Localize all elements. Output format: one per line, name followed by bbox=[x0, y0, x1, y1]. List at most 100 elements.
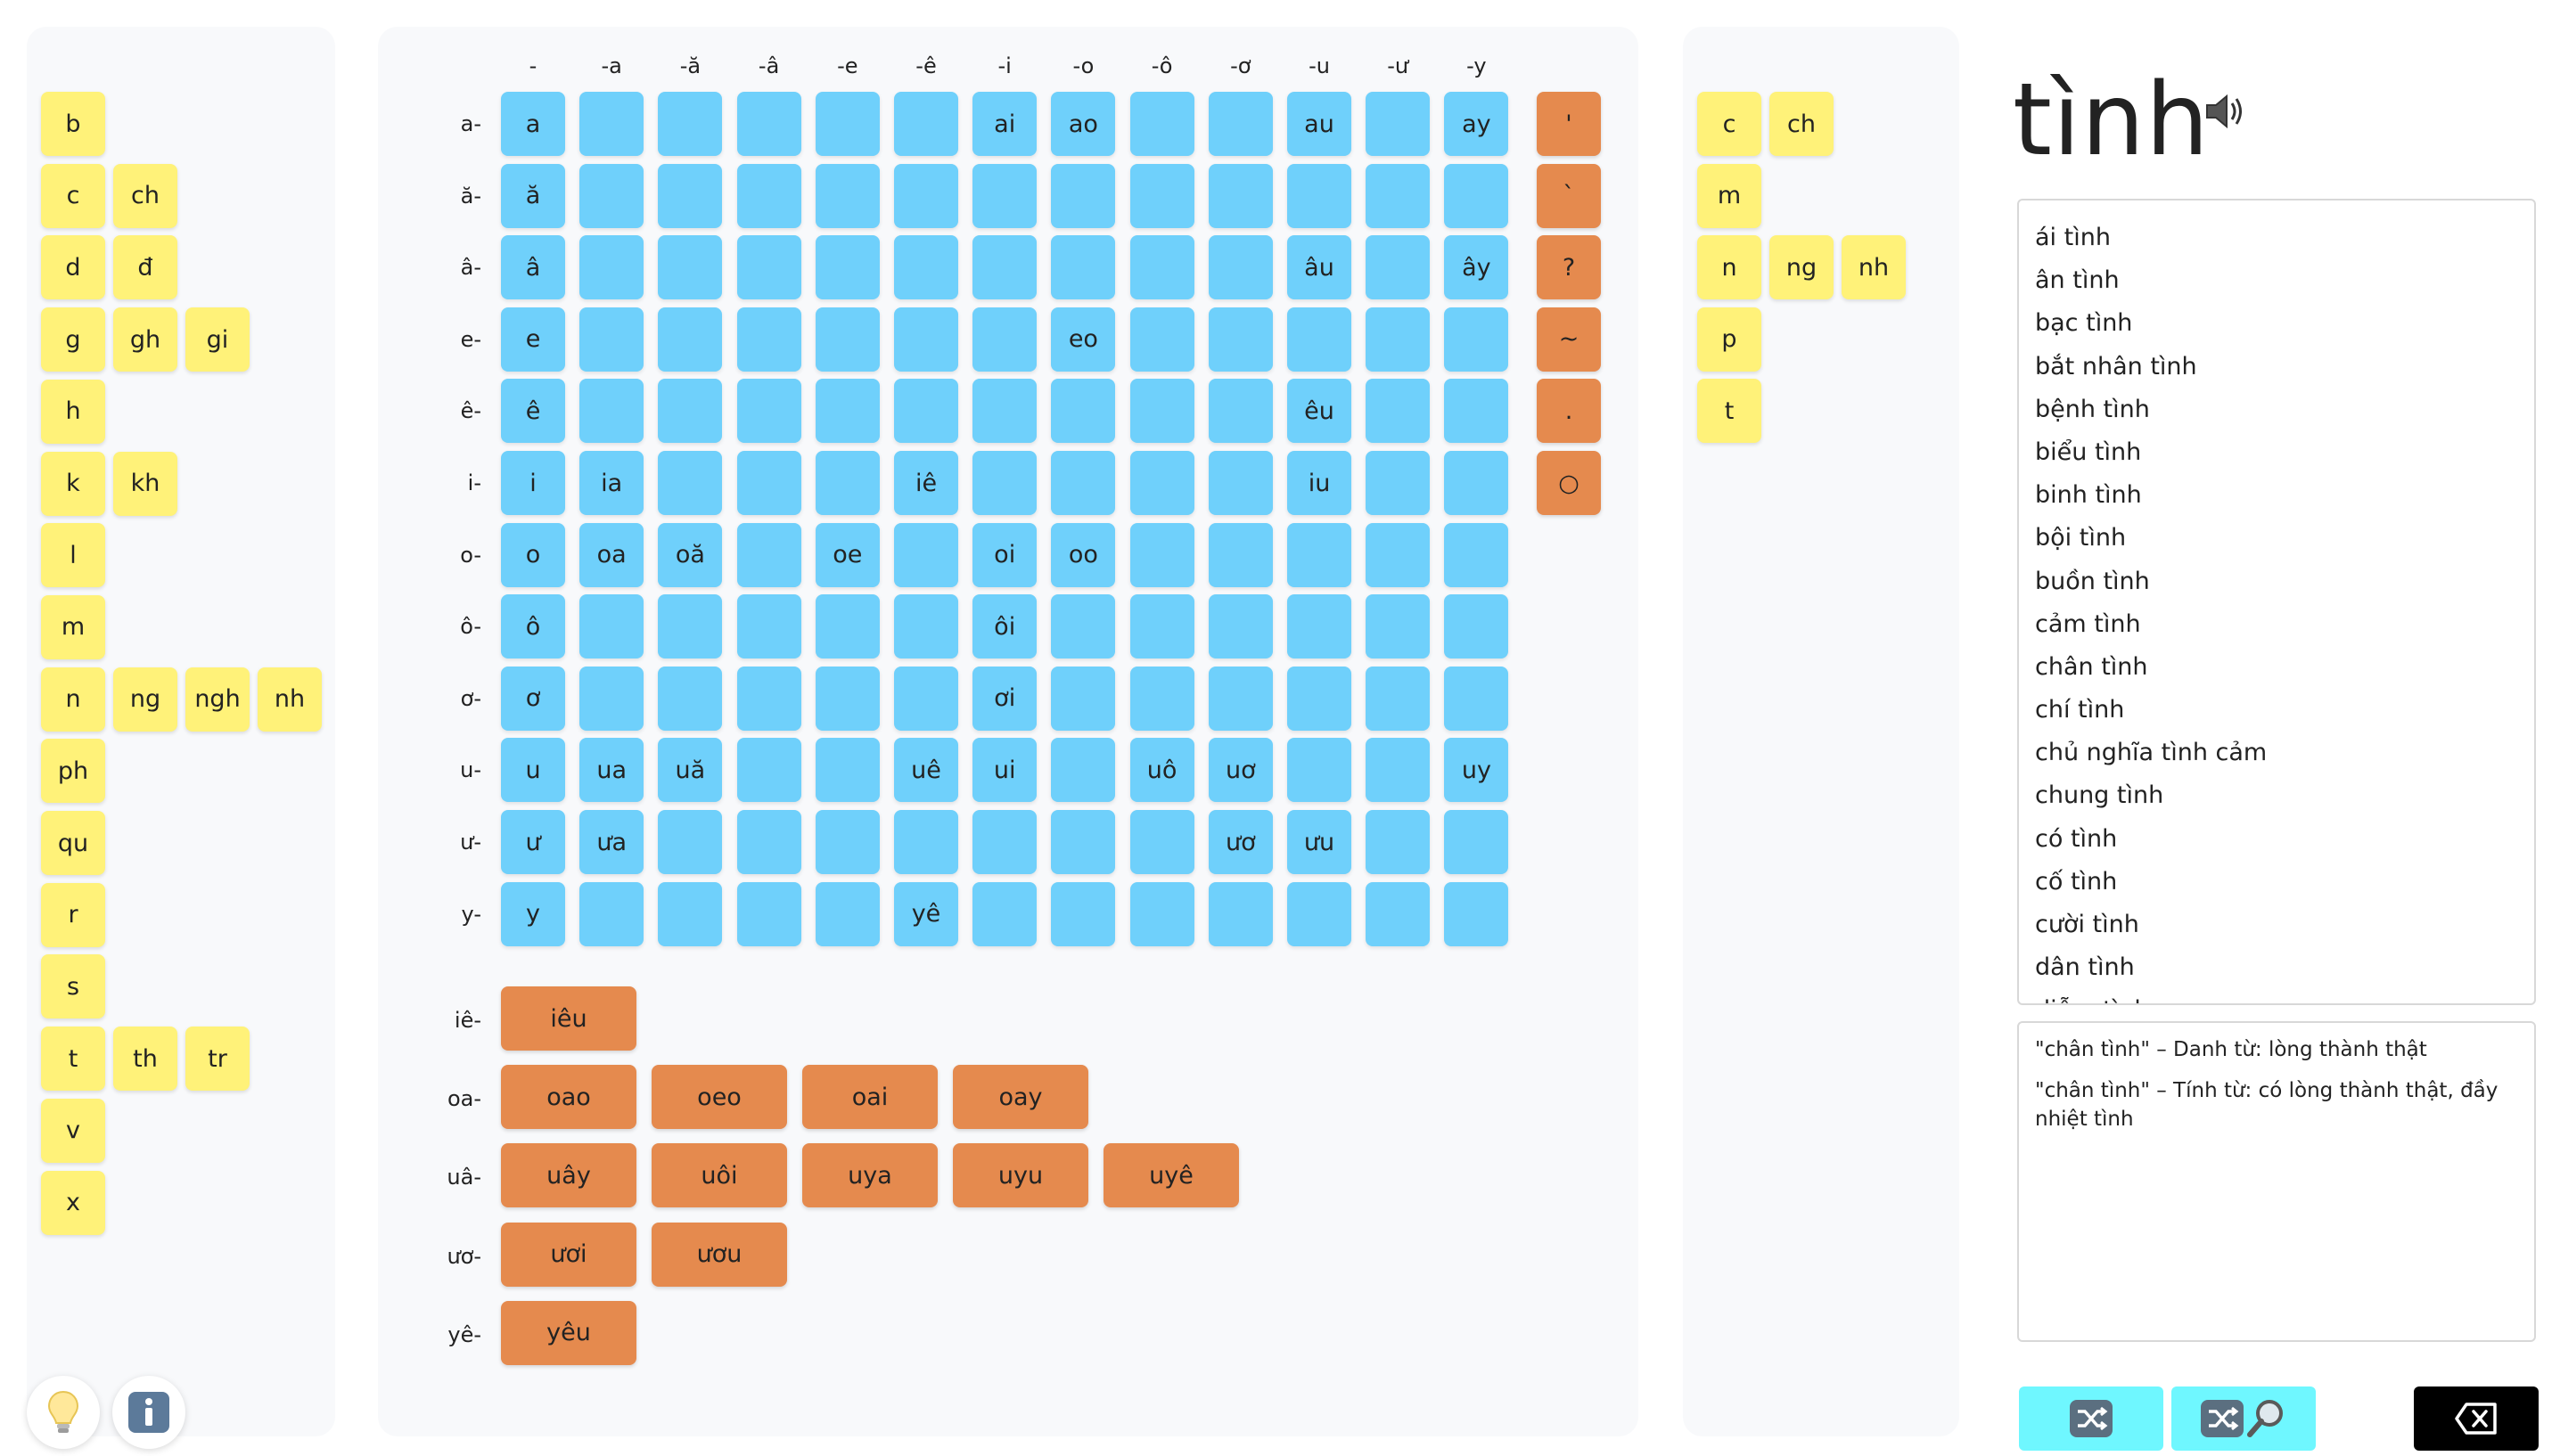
vowel-key[interactable]: ây bbox=[1444, 235, 1509, 300]
vowel-key[interactable]: ia bbox=[579, 451, 644, 515]
triphthong-key[interactable]: uya bbox=[802, 1143, 938, 1208]
empty-vowel-key[interactable] bbox=[658, 163, 723, 228]
empty-vowel-key[interactable] bbox=[1366, 594, 1431, 659]
empty-vowel-key[interactable] bbox=[1366, 881, 1431, 946]
final-key[interactable]: m bbox=[1697, 163, 1761, 228]
triphthong-key[interactable]: yêu bbox=[501, 1300, 636, 1365]
vowel-key[interactable]: oa bbox=[579, 522, 644, 587]
empty-vowel-key[interactable] bbox=[1129, 522, 1194, 587]
empty-vowel-key[interactable] bbox=[736, 810, 801, 874]
empty-vowel-key[interactable] bbox=[1208, 92, 1273, 156]
word-list-item[interactable]: biểu tình bbox=[2035, 438, 2142, 466]
empty-vowel-key[interactable] bbox=[658, 451, 723, 515]
empty-vowel-key[interactable] bbox=[1208, 235, 1273, 300]
empty-vowel-key[interactable] bbox=[1287, 307, 1351, 372]
vowel-key[interactable]: ưa bbox=[579, 810, 644, 874]
initial-key[interactable]: m bbox=[41, 594, 105, 659]
empty-vowel-key[interactable] bbox=[972, 307, 1038, 372]
empty-vowel-key[interactable] bbox=[579, 666, 644, 731]
empty-vowel-key[interactable] bbox=[1051, 666, 1116, 731]
vowel-key[interactable]: ê bbox=[501, 379, 565, 444]
vowel-key[interactable]: oo bbox=[1051, 522, 1116, 587]
empty-vowel-key[interactable] bbox=[658, 92, 723, 156]
empty-vowel-key[interactable] bbox=[972, 379, 1038, 444]
empty-vowel-key[interactable] bbox=[579, 881, 644, 946]
empty-vowel-key[interactable] bbox=[658, 594, 723, 659]
empty-vowel-key[interactable] bbox=[1287, 666, 1351, 731]
initial-key[interactable]: ph bbox=[41, 739, 105, 804]
empty-vowel-key[interactable] bbox=[1444, 881, 1509, 946]
final-key[interactable]: t bbox=[1697, 379, 1761, 444]
word-list-item[interactable]: buồn tình bbox=[2035, 567, 2150, 595]
word-list-item[interactable]: ân tình bbox=[2035, 266, 2120, 295]
word-list-item[interactable]: chân tình bbox=[2035, 652, 2148, 681]
empty-vowel-key[interactable] bbox=[1366, 92, 1431, 156]
final-key[interactable]: nh bbox=[1842, 235, 1906, 300]
empty-vowel-key[interactable] bbox=[1129, 666, 1194, 731]
empty-vowel-key[interactable] bbox=[1366, 738, 1431, 803]
empty-vowel-key[interactable] bbox=[1444, 522, 1509, 587]
empty-vowel-key[interactable] bbox=[736, 235, 801, 300]
empty-vowel-key[interactable] bbox=[815, 235, 880, 300]
empty-vowel-key[interactable] bbox=[894, 235, 958, 300]
word-list-item[interactable]: có tình bbox=[2035, 824, 2118, 853]
empty-vowel-key[interactable] bbox=[1287, 522, 1351, 587]
empty-vowel-key[interactable] bbox=[1129, 307, 1194, 372]
empty-vowel-key[interactable] bbox=[579, 307, 644, 372]
empty-vowel-key[interactable] bbox=[579, 379, 644, 444]
initial-key[interactable]: n bbox=[41, 667, 105, 732]
vowel-key[interactable]: ươ bbox=[1208, 810, 1273, 874]
empty-vowel-key[interactable] bbox=[972, 881, 1038, 946]
initial-key[interactable]: đ bbox=[113, 235, 177, 300]
word-list-item[interactable]: bạc tình bbox=[2035, 309, 2133, 338]
empty-vowel-key[interactable] bbox=[972, 451, 1038, 515]
empty-vowel-key[interactable] bbox=[579, 92, 644, 156]
tone-key[interactable]: ○ bbox=[1537, 451, 1601, 515]
empty-vowel-key[interactable] bbox=[894, 594, 958, 659]
empty-vowel-key[interactable] bbox=[1287, 881, 1351, 946]
empty-vowel-key[interactable] bbox=[579, 594, 644, 659]
word-list-item[interactable]: bệnh tình bbox=[2035, 395, 2150, 423]
initial-key[interactable]: h bbox=[41, 379, 105, 444]
empty-vowel-key[interactable] bbox=[1208, 522, 1273, 587]
empty-vowel-key[interactable] bbox=[1444, 810, 1509, 874]
empty-vowel-key[interactable] bbox=[1129, 163, 1194, 228]
empty-vowel-key[interactable] bbox=[658, 881, 723, 946]
empty-vowel-key[interactable] bbox=[736, 451, 801, 515]
empty-vowel-key[interactable] bbox=[1287, 163, 1351, 228]
tone-key[interactable]: . bbox=[1537, 379, 1601, 444]
vowel-key[interactable]: ôi bbox=[972, 594, 1038, 659]
initial-key[interactable]: l bbox=[41, 523, 105, 588]
hint-button[interactable] bbox=[27, 1376, 100, 1449]
empty-vowel-key[interactable] bbox=[736, 594, 801, 659]
empty-vowel-key[interactable] bbox=[736, 666, 801, 731]
empty-vowel-key[interactable] bbox=[894, 92, 958, 156]
empty-vowel-key[interactable] bbox=[658, 666, 723, 731]
empty-vowel-key[interactable] bbox=[658, 307, 723, 372]
tone-key[interactable]: ~ bbox=[1537, 307, 1601, 372]
triphthong-key[interactable]: ươu bbox=[652, 1222, 787, 1287]
empty-vowel-key[interactable] bbox=[1444, 163, 1509, 228]
empty-vowel-key[interactable] bbox=[1444, 594, 1509, 659]
speaker-icon[interactable] bbox=[2202, 89, 2250, 134]
word-list-item[interactable]: cố tình bbox=[2035, 867, 2118, 896]
empty-vowel-key[interactable] bbox=[972, 810, 1038, 874]
empty-vowel-key[interactable] bbox=[658, 810, 723, 874]
vowel-key[interactable]: êu bbox=[1287, 379, 1351, 444]
triphthong-key[interactable]: oai bbox=[802, 1065, 938, 1130]
empty-vowel-key[interactable] bbox=[736, 92, 801, 156]
initial-key[interactable]: ngh bbox=[185, 667, 250, 732]
tone-key[interactable]: ` bbox=[1537, 163, 1601, 228]
empty-vowel-key[interactable] bbox=[736, 881, 801, 946]
vowel-key[interactable]: ư bbox=[501, 810, 565, 874]
word-list-item[interactable]: chung tình bbox=[2035, 781, 2164, 810]
empty-vowel-key[interactable] bbox=[894, 810, 958, 874]
triphthong-key[interactable]: uyê bbox=[1104, 1143, 1239, 1208]
empty-vowel-key[interactable] bbox=[1366, 810, 1431, 874]
vowel-key[interactable]: uơ bbox=[1208, 738, 1273, 803]
word-list-item[interactable]: diễm tình bbox=[2035, 989, 2518, 1003]
empty-vowel-key[interactable] bbox=[815, 594, 880, 659]
empty-vowel-key[interactable] bbox=[1051, 163, 1116, 228]
empty-vowel-key[interactable] bbox=[1444, 451, 1509, 515]
triphthong-key[interactable]: uây bbox=[501, 1143, 636, 1208]
